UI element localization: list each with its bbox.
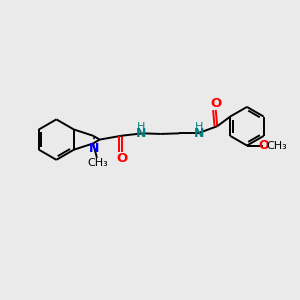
Text: CH₃: CH₃: [88, 158, 108, 168]
Text: N: N: [194, 127, 204, 140]
Text: H: H: [137, 122, 146, 132]
Text: CH₃: CH₃: [266, 141, 287, 151]
Text: H: H: [194, 122, 203, 132]
Text: N: N: [89, 142, 100, 155]
Text: O: O: [258, 139, 269, 152]
Text: O: O: [210, 98, 221, 110]
Text: O: O: [116, 152, 127, 164]
Text: N: N: [136, 127, 147, 140]
